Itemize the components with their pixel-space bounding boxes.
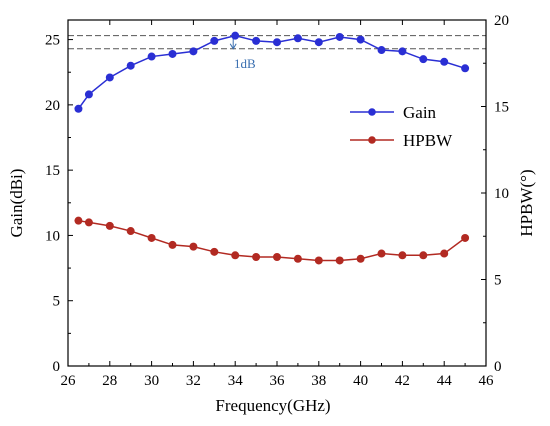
y2-tick-label: 20 — [494, 13, 509, 29]
y2-tick-label: 10 — [494, 186, 509, 202]
series-gain-point — [377, 46, 386, 55]
x-axis-title: Frequency(GHz) — [215, 396, 330, 415]
series-gain-point — [398, 47, 407, 56]
series-gain-point — [126, 61, 135, 70]
series-gain-point — [335, 32, 344, 41]
series-hpbw-point — [231, 251, 240, 260]
series-gain-point — [252, 36, 261, 45]
series-hpbw-point — [126, 227, 135, 236]
series-hpbw-point — [314, 256, 323, 265]
series-gain-point — [419, 55, 428, 64]
y-tick-label: 25 — [45, 33, 60, 49]
series-hpbw-point — [419, 251, 428, 260]
series-hpbw-point — [398, 251, 407, 260]
plot-frame — [67, 19, 487, 367]
series-hpbw-point — [74, 216, 83, 225]
series-hpbw-point — [356, 254, 365, 263]
y-tick-label: 20 — [45, 98, 60, 114]
series-gain-point — [189, 47, 198, 56]
y2-tick-label: 0 — [494, 359, 502, 375]
x-tick-label: 44 — [437, 373, 453, 389]
series-gain-point — [84, 90, 93, 99]
series-hpbw-point — [105, 221, 114, 230]
y2-axis-title: HPBW(°) — [517, 169, 536, 236]
series-hpbw-point — [84, 218, 93, 227]
series-gain-point — [356, 35, 365, 44]
series-hpbw-point — [440, 249, 449, 258]
y-tick-label: 0 — [53, 359, 61, 375]
series-gain-point — [461, 64, 470, 73]
legend-hpbw-marker — [368, 136, 376, 144]
series-gain-point — [74, 104, 83, 113]
y-tick-label: 15 — [45, 163, 60, 179]
series-gain-point — [168, 49, 177, 58]
x-tick-label: 32 — [186, 373, 201, 389]
series-hpbw-point — [335, 256, 344, 265]
annotation-arrow-head — [229, 43, 237, 50]
x-tick-label: 28 — [102, 373, 117, 389]
x-tick-label: 38 — [311, 373, 326, 389]
series-hpbw-point — [461, 233, 470, 242]
x-tick-label: 26 — [61, 373, 77, 389]
series-hpbw-line — [78, 219, 466, 262]
series-gain-line — [77, 34, 466, 110]
x-tick-label: 40 — [353, 373, 368, 389]
series-hpbw-point — [168, 240, 177, 249]
series-gain-point — [314, 38, 323, 47]
series-gain-point — [293, 34, 302, 43]
x-tick-label: 46 — [479, 373, 495, 389]
series-hpbw-point — [210, 247, 219, 256]
series-gain-point — [105, 73, 114, 82]
series-hpbw-point — [189, 242, 198, 251]
y-axis-title: Gain(dBi) — [7, 169, 26, 238]
legend-gain-marker — [368, 108, 376, 116]
series-gain-point — [231, 31, 240, 40]
legend-gain-label: Gain — [403, 103, 437, 122]
series-hpbw-point — [252, 253, 261, 262]
x-tick-label: 42 — [395, 373, 410, 389]
annotation-1db: 1dB — [234, 56, 256, 71]
x-tick-label: 34 — [228, 373, 244, 389]
y2-tick-label: 15 — [494, 100, 509, 116]
series-hpbw-point — [377, 249, 386, 258]
y-tick-label: 10 — [45, 228, 60, 244]
series-gain-point — [440, 57, 449, 66]
legend: Gain HPBW — [350, 103, 453, 150]
y2-tick-label: 5 — [494, 273, 502, 289]
series-gain-point — [273, 38, 281, 47]
series-gain-point — [210, 36, 219, 45]
y-tick-label: 5 — [53, 294, 61, 310]
series-hpbw-point — [273, 253, 281, 262]
x-tick-label: 36 — [270, 373, 286, 389]
legend-hpbw-label: HPBW — [403, 131, 453, 150]
series-hpbw-point — [293, 254, 302, 263]
series-hpbw-point — [147, 233, 156, 242]
series-gain-point — [147, 52, 156, 61]
x-tick-label: 30 — [144, 373, 159, 389]
